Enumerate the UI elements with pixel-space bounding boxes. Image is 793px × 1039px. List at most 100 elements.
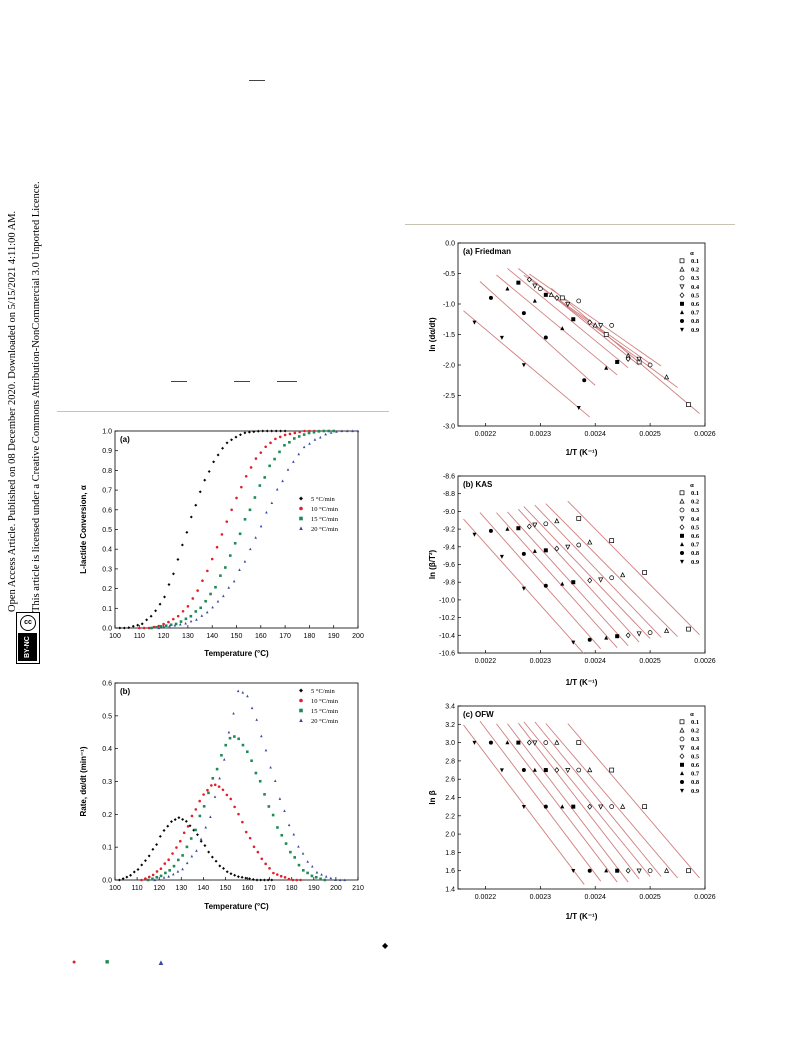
data-point <box>686 402 691 407</box>
data-point <box>664 374 670 380</box>
data-point <box>168 869 171 872</box>
legend-title: α <box>690 711 694 718</box>
fit-line <box>545 723 678 879</box>
data-point <box>680 788 684 793</box>
data-point <box>488 295 493 300</box>
legend-entry: 10 °C/min <box>311 506 339 513</box>
data-point <box>516 526 521 531</box>
data-point <box>216 599 220 603</box>
square-marker-icon: ■ <box>105 959 110 966</box>
cc-license-badge[interactable]: cc BY-NC <box>16 612 40 664</box>
data-point <box>240 485 243 489</box>
data-point <box>214 859 218 863</box>
y-tick-label: 2.2 <box>445 813 455 820</box>
data-point <box>140 878 143 882</box>
data-point <box>194 828 197 832</box>
data-point <box>302 869 305 872</box>
data-point <box>554 545 560 552</box>
data-point <box>278 797 282 800</box>
data-point <box>204 599 207 603</box>
data-point <box>250 759 253 763</box>
data-point <box>679 507 685 513</box>
data-point <box>157 626 161 630</box>
data-point <box>264 445 267 449</box>
data-point <box>272 871 275 875</box>
legend-entry: 0.9 <box>691 559 700 566</box>
data-point <box>158 602 162 606</box>
series-group <box>463 719 700 885</box>
data-point <box>516 740 521 745</box>
data-point <box>532 740 538 746</box>
data-point <box>229 797 233 801</box>
data-point <box>554 767 560 773</box>
x-tick-label: 120 <box>153 885 165 892</box>
x-tick-label: 180 <box>286 885 298 892</box>
data-point <box>248 877 252 881</box>
data-point <box>215 767 219 771</box>
data-point <box>499 554 504 559</box>
legend-entry: 0.6 <box>691 301 700 308</box>
data-point <box>537 286 543 292</box>
data-point <box>227 586 231 589</box>
section-divider <box>405 224 735 225</box>
fit-line <box>523 506 651 639</box>
legend-entry: 0.4 <box>691 745 700 752</box>
legend-entry: 0.3 <box>691 736 700 743</box>
data-point <box>190 854 194 858</box>
data-point <box>280 833 284 837</box>
data-point <box>172 864 176 868</box>
ofw-chart: 0.0022 0.0023 0.0024 0.0025 0.0026 1.4 1.6 1.8 2… <box>425 700 716 922</box>
data-point <box>680 310 684 315</box>
x-tick-label: 180 <box>304 633 316 640</box>
legend-entry: 0.2 <box>691 267 699 274</box>
x-tick-label: 0.0022 <box>475 658 497 665</box>
y-tick-label: 0.2 <box>102 812 112 819</box>
data-point <box>615 868 620 873</box>
fit-line <box>545 503 678 637</box>
y-tick-label: -3.0 <box>443 424 455 431</box>
data-point <box>679 266 685 272</box>
data-point <box>265 429 269 433</box>
data-point <box>252 845 256 849</box>
data-point <box>229 872 233 876</box>
y-tick-label: 0.4 <box>102 746 112 753</box>
data-point <box>167 583 171 587</box>
data-point <box>147 875 151 879</box>
data-point <box>181 609 185 613</box>
data-point <box>229 438 234 442</box>
x-axis-title: 1/T (K⁻¹) <box>566 912 598 921</box>
y-tick-label: 1.4 <box>445 887 455 894</box>
data-point <box>214 585 217 589</box>
data-point <box>521 363 526 368</box>
fit-line <box>463 724 585 885</box>
data-point <box>679 753 685 760</box>
data-point <box>276 826 279 829</box>
data-point <box>216 453 220 457</box>
fit-line <box>523 721 651 877</box>
data-point <box>576 516 582 521</box>
legend-title: α <box>690 482 694 489</box>
data-point <box>319 435 322 439</box>
panel-label: (a) Friedman <box>463 247 511 256</box>
data-point <box>233 541 237 545</box>
data-point <box>587 803 593 810</box>
y-tick-label: -0.5 <box>443 271 455 278</box>
x-tick-label: 0.0024 <box>585 658 607 665</box>
data-point <box>548 291 554 297</box>
data-point <box>253 496 257 499</box>
data-point <box>255 718 259 721</box>
data-point <box>268 867 271 870</box>
licence-notice-line[interactable]: This article is licensed under a Creativ… <box>31 181 42 612</box>
data-point <box>664 867 670 873</box>
data-point <box>147 854 151 858</box>
data-point <box>680 301 684 306</box>
data-point <box>571 580 576 585</box>
data-point <box>185 530 189 534</box>
series-group <box>118 429 360 630</box>
data-point <box>340 429 344 433</box>
x-tick-label: 160 <box>242 885 254 892</box>
data-point <box>565 544 571 550</box>
data-point <box>680 542 684 547</box>
data-point <box>159 867 163 870</box>
data-point <box>576 767 582 773</box>
